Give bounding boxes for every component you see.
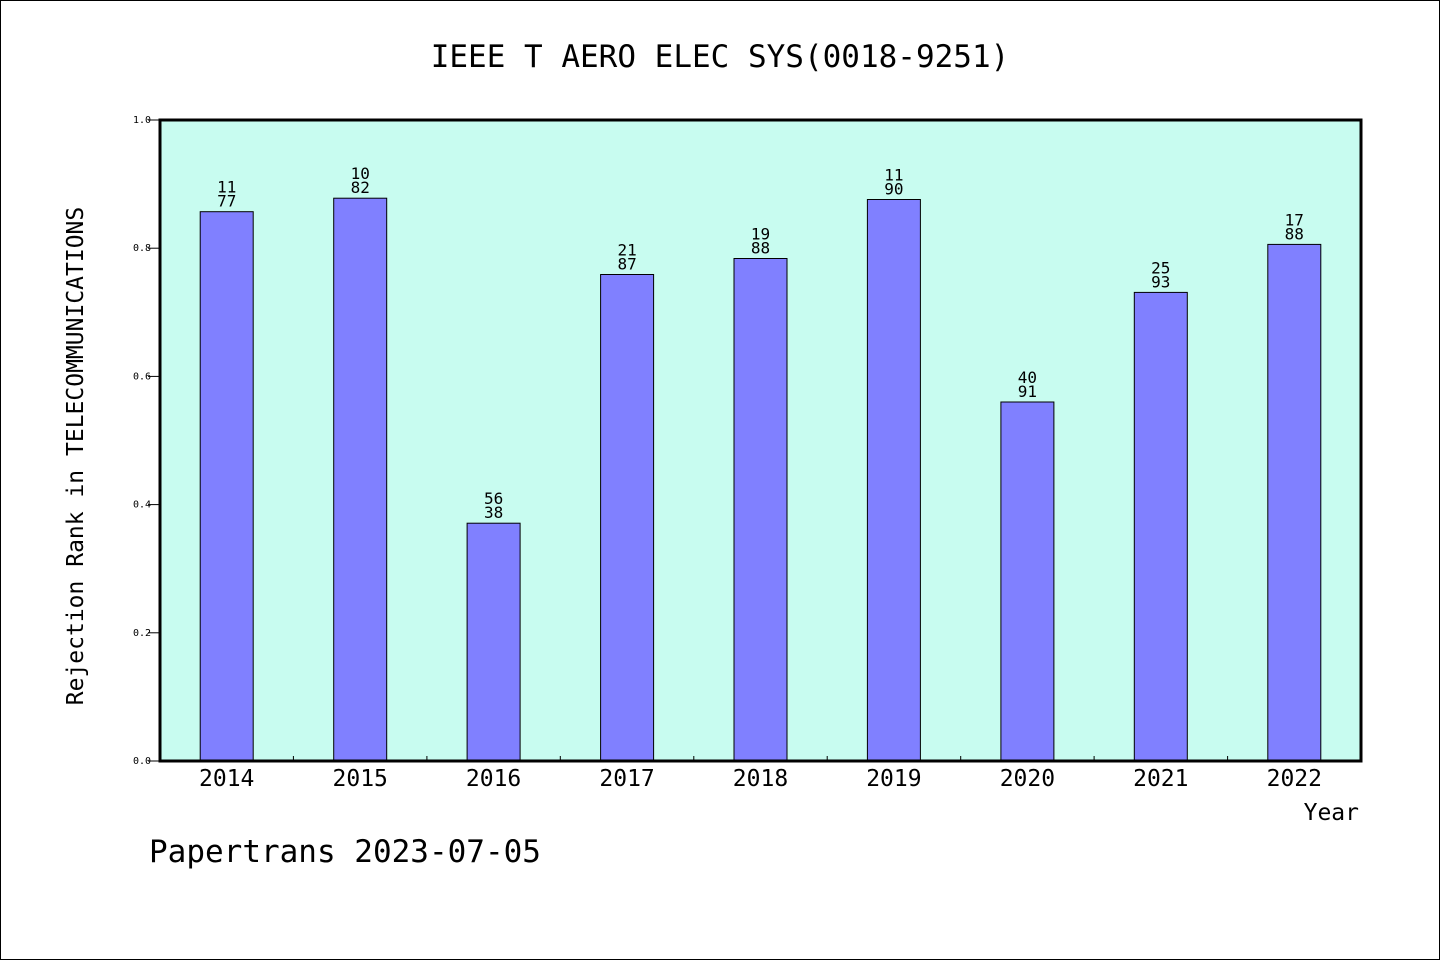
bar-label-bottom-2022: 88 xyxy=(1285,224,1304,243)
x-tick-label-2014: 2014 xyxy=(199,766,254,792)
y-tick-label: 0.4 xyxy=(133,500,151,511)
bar-label-top-2020: 40 xyxy=(1018,368,1037,387)
bar-label-top-2018: 19 xyxy=(751,225,770,244)
y-tick-label: 0.6 xyxy=(133,371,151,382)
bar-label-bottom-2014: 77 xyxy=(217,192,236,211)
x-tick-label-2016: 2016 xyxy=(466,766,521,792)
bar-label-top-2019: 11 xyxy=(884,166,903,185)
bar-2016 xyxy=(466,522,521,762)
bar-label-top-2014: 11 xyxy=(217,178,236,197)
x-tick-label-2018: 2018 xyxy=(733,766,788,792)
y-tick-label: 0.2 xyxy=(133,628,151,639)
plot-border xyxy=(158,118,1363,763)
bar-label-bottom-2017: 87 xyxy=(617,255,636,274)
x-axis-label: Year xyxy=(1304,800,1359,826)
x-tick-label-2015: 2015 xyxy=(333,766,388,792)
bar-label-top-2015: 10 xyxy=(351,164,370,183)
bar-label-bottom-2019: 90 xyxy=(884,180,903,199)
bar-label-top-2021: 25 xyxy=(1151,258,1170,277)
bar-2014 xyxy=(199,211,254,762)
chart-title: IEEE T AERO ELEC SYS(0018-9251) xyxy=(431,39,1010,75)
bar-label-bottom-2020: 91 xyxy=(1018,382,1037,401)
bar-label-top-2022: 17 xyxy=(1285,210,1304,229)
bar-label-top-2016: 56 xyxy=(484,489,503,508)
bar-2017 xyxy=(600,274,655,762)
y-axis-label: Rejection Rank in TELECOMMUNICATIONS xyxy=(63,207,89,706)
bar-label-bottom-2016: 38 xyxy=(484,503,503,522)
bar-2015 xyxy=(333,197,388,762)
bars xyxy=(199,197,1322,762)
bar-2018 xyxy=(733,258,788,762)
bar-2019 xyxy=(866,199,921,762)
bar-label-top-2017: 21 xyxy=(617,241,636,260)
x-tick-label-2020: 2020 xyxy=(1000,766,1055,792)
x-tick-label-2017: 2017 xyxy=(599,766,654,792)
bar-2022 xyxy=(1267,243,1322,762)
x-tick-label-2019: 2019 xyxy=(866,766,921,792)
x-tick-label-2022: 2022 xyxy=(1267,766,1322,792)
bar-label-bottom-2018: 88 xyxy=(751,239,770,258)
footer-note: Papertrans 2023-07-05 xyxy=(149,834,541,870)
y-tick-label: 0.8 xyxy=(133,243,151,254)
x-axis-ticks: 2014 2015 2016 2017 2018 2019 2020 2021 2022 xyxy=(199,756,1322,792)
y-axis-ticks: 0.0 0.2 0.4 0.6 0.8 1.0 xyxy=(133,115,160,767)
x-tick-label-2021: 2021 xyxy=(1133,766,1188,792)
bar-label-bottom-2021: 93 xyxy=(1151,272,1170,291)
y-tick-label: 1.0 xyxy=(133,115,151,126)
bar-label-bottom-2015: 82 xyxy=(351,178,370,197)
bar-2021 xyxy=(1133,291,1188,762)
bar-2020 xyxy=(1000,401,1055,762)
y-tick-label: 0.0 xyxy=(133,756,151,767)
